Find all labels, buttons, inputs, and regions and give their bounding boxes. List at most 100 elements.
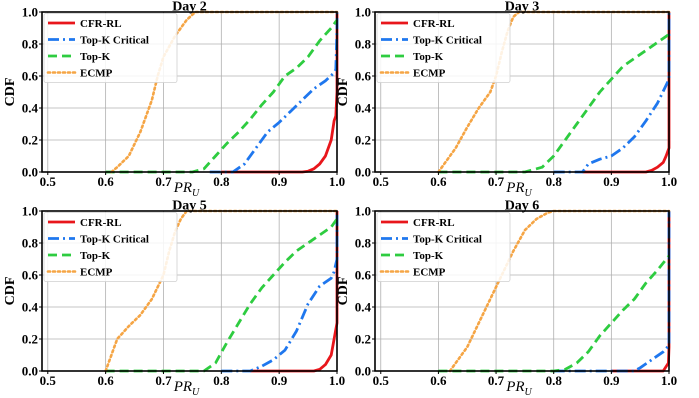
legend-label: Top-K xyxy=(80,51,111,63)
x-axis-label-subscript: U xyxy=(525,188,533,199)
y-tick-label: 0.2 xyxy=(355,133,371,148)
legend-box xyxy=(43,13,178,83)
x-tick-label: 1.0 xyxy=(661,373,677,388)
legend-label: Top-K Critical xyxy=(413,35,482,47)
x-tick-label: 0.8 xyxy=(546,373,563,388)
legend: CFR-RL Top-K Critical Top-K ECMP xyxy=(376,13,511,83)
x-axis-label-main: PR xyxy=(505,180,524,196)
legend: CFR-RL Top-K Critical Top-K ECMP xyxy=(43,13,178,83)
series-line-top-k xyxy=(438,254,671,373)
y-tick-label: 0.0 xyxy=(22,364,38,379)
legend-label: CFR-RL xyxy=(80,217,122,229)
series-line-ecmp xyxy=(437,10,671,174)
chart-panel-3: 0.5 0.6 0.7 0.8 0.9 1.0 0.0 0.2 0.4 0.6 0.8 1.0 Day … xyxy=(3,199,345,398)
x-axis-label: PRU xyxy=(173,379,200,398)
y-tick-label: 0.6 xyxy=(22,268,39,283)
x-tick-label: 0.5 xyxy=(40,373,57,388)
legend-label: CFR-RL xyxy=(80,18,122,30)
y-tick-label: 1.0 xyxy=(22,204,38,219)
x-tick-label: 1.0 xyxy=(329,174,345,189)
series-line-top-k xyxy=(438,33,670,174)
x-axis-label: PRU xyxy=(173,180,200,199)
y-tick-label: 0.2 xyxy=(22,332,38,347)
series-line-top-k xyxy=(105,218,339,373)
legend-label: Top-K xyxy=(80,250,111,262)
x-axis-label-main: PR xyxy=(173,379,192,395)
x-axis-label: PRU xyxy=(505,180,532,199)
series-line-ecmp xyxy=(104,209,339,373)
y-tick-label: 0.6 xyxy=(355,69,372,84)
legend: CFR-RL Top-K Critical Top-K ECMP xyxy=(43,212,178,282)
y-tick-label: 1.0 xyxy=(355,204,371,219)
x-axis-label-main: PR xyxy=(505,379,524,395)
legend-label: ECMP xyxy=(80,68,113,80)
y-tick-label: 0.4 xyxy=(22,300,39,315)
axes-frame xyxy=(41,11,338,173)
chart-panel-2: 0.5 0.6 0.7 0.8 0.9 1.0 0.0 0.2 0.4 0.6 0.8 1.0 Day … xyxy=(336,0,677,199)
x-axis-label-subscript: U xyxy=(525,387,533,398)
y-tick-label: 0.0 xyxy=(22,165,38,180)
x-tick-label: 0.5 xyxy=(373,174,390,189)
y-axis-label: CDF xyxy=(3,277,18,306)
series-line-top-k-critical xyxy=(221,211,339,373)
y-tick-label: 0.4 xyxy=(355,101,372,116)
x-tick-label: 0.9 xyxy=(603,174,620,189)
legend-label: Top-K xyxy=(413,250,444,262)
x-tick-label: 0.9 xyxy=(603,373,620,388)
legend-label: Top-K Critical xyxy=(80,35,149,47)
y-tick-label: 0.4 xyxy=(22,101,39,116)
legend-label: ECMP xyxy=(413,68,446,80)
chart-title: Day 6 xyxy=(505,199,540,214)
x-tick-label: 1.0 xyxy=(329,373,345,388)
chart-panel-4: 0.5 0.6 0.7 0.8 0.9 1.0 0.0 0.2 0.4 0.6 0.8 1.0 Day … xyxy=(336,199,677,398)
chart-title: Day 3 xyxy=(505,0,540,15)
y-tick-label: 0.6 xyxy=(355,268,372,283)
y-tick-label: 0.4 xyxy=(355,300,372,315)
x-axis-label-subscript: U xyxy=(192,188,200,199)
series-line-top-k-critical xyxy=(553,12,671,174)
x-tick-label: 0.8 xyxy=(213,174,230,189)
y-tick-label: 0.6 xyxy=(22,69,39,84)
x-tick-label: 0.5 xyxy=(40,174,57,189)
x-tick-label: 0.7 xyxy=(488,174,505,189)
y-tick-label: 1.0 xyxy=(355,5,371,20)
x-tick-label: 0.7 xyxy=(155,174,172,189)
legend: CFR-RL Top-K Critical Top-K ECMP xyxy=(376,212,511,282)
x-tick-label: 1.0 xyxy=(661,174,677,189)
x-tick-label: 0.7 xyxy=(155,373,172,388)
x-tick-label: 0.8 xyxy=(213,373,230,388)
x-tick-label: 0.6 xyxy=(430,373,447,388)
y-tick-label: 0.8 xyxy=(355,37,372,52)
chart-panel-1: 0.5 0.6 0.7 0.8 0.9 1.0 0.0 0.2 0.4 0.6 0.8 1.0 Day … xyxy=(3,0,345,199)
x-axis-label-subscript: U xyxy=(192,387,200,398)
legend-label: ECMP xyxy=(80,267,113,279)
y-tick-label: 0.0 xyxy=(355,165,371,180)
chart-title: Day 2 xyxy=(172,0,207,15)
legend-label: CFR-RL xyxy=(413,18,455,30)
x-axis-label: PRU xyxy=(505,379,532,398)
y-tick-label: 0.2 xyxy=(22,133,38,148)
x-tick-label: 0.9 xyxy=(271,373,288,388)
legend-label: Top-K Critical xyxy=(413,234,482,246)
legend-label: Top-K xyxy=(413,51,444,63)
legend-box xyxy=(43,212,178,282)
y-tick-label: 0.2 xyxy=(355,332,371,347)
y-tick-label: 0.0 xyxy=(355,364,371,379)
series-line-top-k-critical xyxy=(209,12,339,174)
y-axis-label: CDF xyxy=(336,78,351,107)
x-tick-label: 0.6 xyxy=(430,174,447,189)
y-tick-label: 0.8 xyxy=(355,236,372,251)
x-tick-label: 0.9 xyxy=(271,174,288,189)
legend-label: CFR-RL xyxy=(413,217,455,229)
x-tick-label: 0.6 xyxy=(98,373,115,388)
legend-box xyxy=(376,212,511,282)
axes-frame xyxy=(41,210,338,372)
y-axis-label: CDF xyxy=(336,277,351,306)
x-tick-label: 0.6 xyxy=(98,174,115,189)
series-line-top-k xyxy=(105,19,339,174)
y-tick-label: 0.8 xyxy=(22,37,39,52)
x-tick-label: 0.8 xyxy=(546,174,563,189)
x-tick-label: 0.7 xyxy=(488,373,505,388)
y-axis-label: CDF xyxy=(3,78,18,107)
